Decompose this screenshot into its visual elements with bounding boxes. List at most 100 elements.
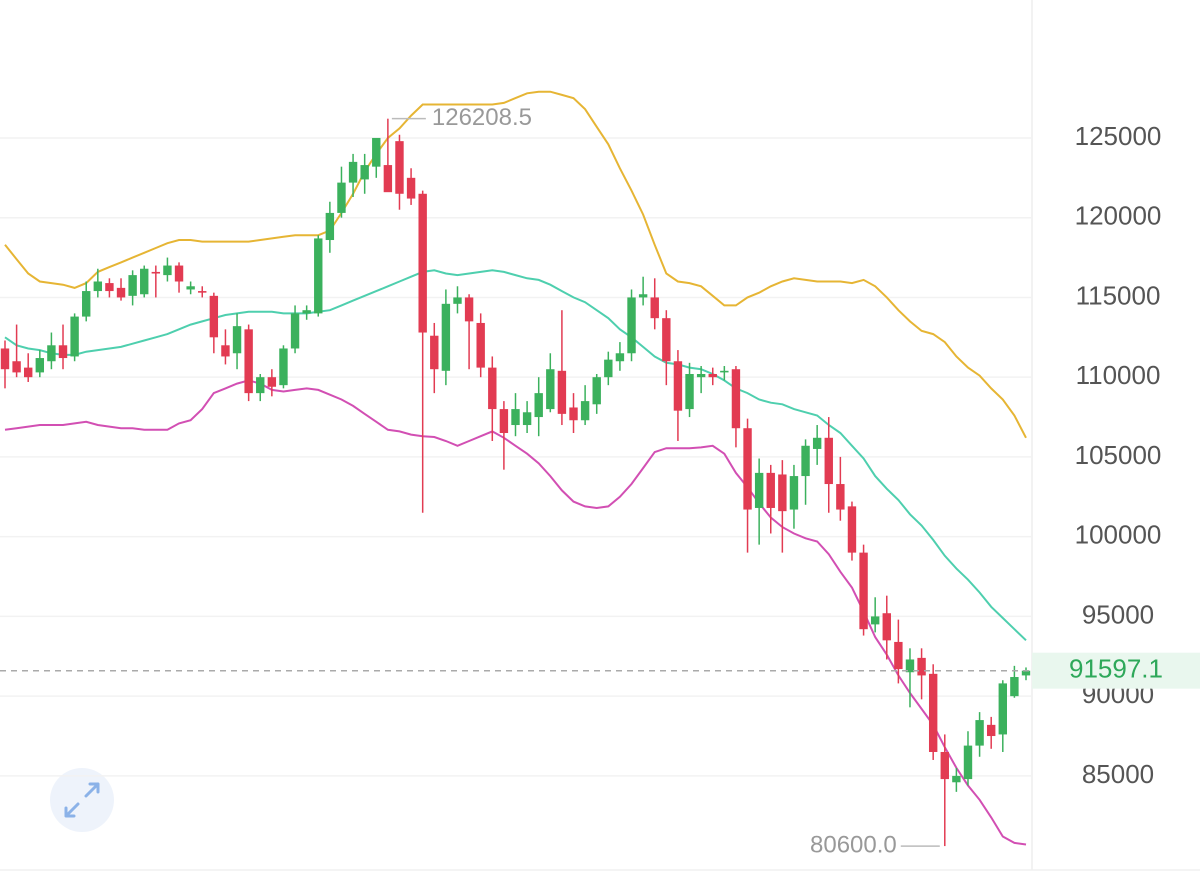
candle-body [244,329,253,394]
candle-body [928,673,938,752]
candle-body [580,401,590,421]
candle-body [801,445,810,477]
candle-body [93,281,103,292]
candle-body [221,345,230,357]
candle-body [673,361,683,411]
candle-body [592,377,601,405]
candle-body [82,291,91,317]
y-tick-label: 110000 [1076,360,1161,390]
candle-body [743,428,752,510]
candle-body [940,751,949,780]
expand-button[interactable] [50,768,114,832]
y-tick-label: 125000 [1075,121,1162,151]
candle-body [35,358,45,373]
candle-body [348,161,358,183]
candle-body [372,137,381,167]
candle-body [441,303,451,371]
candle-body [778,474,787,512]
candle-body [267,377,277,387]
candle-body [47,345,56,362]
y-tick-label: 95000 [1082,599,1154,629]
candle-body [302,310,311,314]
candle-body [58,345,68,359]
candle-body [986,724,996,737]
candle-body [256,377,265,394]
candle-body [105,283,114,292]
candle-body [0,348,10,370]
band-line [4,379,1027,846]
expand-button-bg[interactable] [50,768,114,832]
current-price-box [1032,652,1200,689]
candle-body [917,657,926,676]
low-annotation: 80600.0 [810,831,897,858]
candle-body [859,552,868,630]
candle-body [638,294,648,298]
candle-body [963,745,973,780]
expand-icon[interactable] [64,782,100,818]
candle-body [662,318,671,362]
candle-body [604,359,613,378]
candle-body [12,361,21,373]
candle-body [499,409,509,434]
candle-body [209,295,219,338]
candle-body [627,297,636,354]
y-tick-label: 100000 [1075,520,1162,550]
candle-body [337,182,346,213]
candle-body [418,193,427,333]
candle-body [24,367,33,378]
candle-body [198,291,207,293]
candle-body [685,373,694,410]
candle-body [731,369,741,429]
candle-body [754,472,764,508]
candle-body [650,297,659,319]
candle-body [569,407,578,421]
candle-body [279,348,288,386]
candle-body [836,484,845,510]
candle-body [894,641,903,670]
candle-body [708,373,717,378]
candle-body [511,409,520,426]
candle-body [395,141,404,194]
candle-body [174,265,184,282]
band-line [4,269,1027,642]
candle-body [1021,670,1031,676]
candle-body [430,335,439,370]
candle-body [325,212,335,241]
candle-body [534,393,543,418]
candle-body [696,373,706,378]
y-tick-label: 105000 [1075,440,1162,470]
candle-body [975,720,984,746]
candle-body [314,238,323,314]
candle-body [615,353,625,362]
candle-body [140,268,149,295]
candle-body [1010,677,1019,697]
candle-body [151,271,161,274]
candle-body [186,286,195,290]
candle-body [128,275,137,296]
candle-body [406,177,416,199]
candle-body [998,683,1007,735]
candle-body [290,313,300,349]
candle-body [476,322,485,368]
candle-body [766,472,775,508]
candle-body [453,297,462,304]
candle-body [116,287,126,298]
candle-body [488,367,497,410]
candle-body [824,437,833,485]
y-tick-label: 115000 [1076,280,1161,310]
candle-body [882,613,891,641]
candle-body [557,370,567,414]
candle-body [70,316,79,357]
candle-body [163,265,172,276]
candle-body [360,165,369,180]
band-line [4,90,1027,439]
candle-body [546,369,555,410]
candle-body [383,165,393,193]
high-annotation: 126208.5 [432,104,532,131]
candle-body [789,476,799,510]
candle-body [847,506,857,553]
y-tick-label: 85000 [1082,759,1154,789]
current-price-label: 91597.1 [1069,654,1163,684]
candle-body [464,297,474,322]
